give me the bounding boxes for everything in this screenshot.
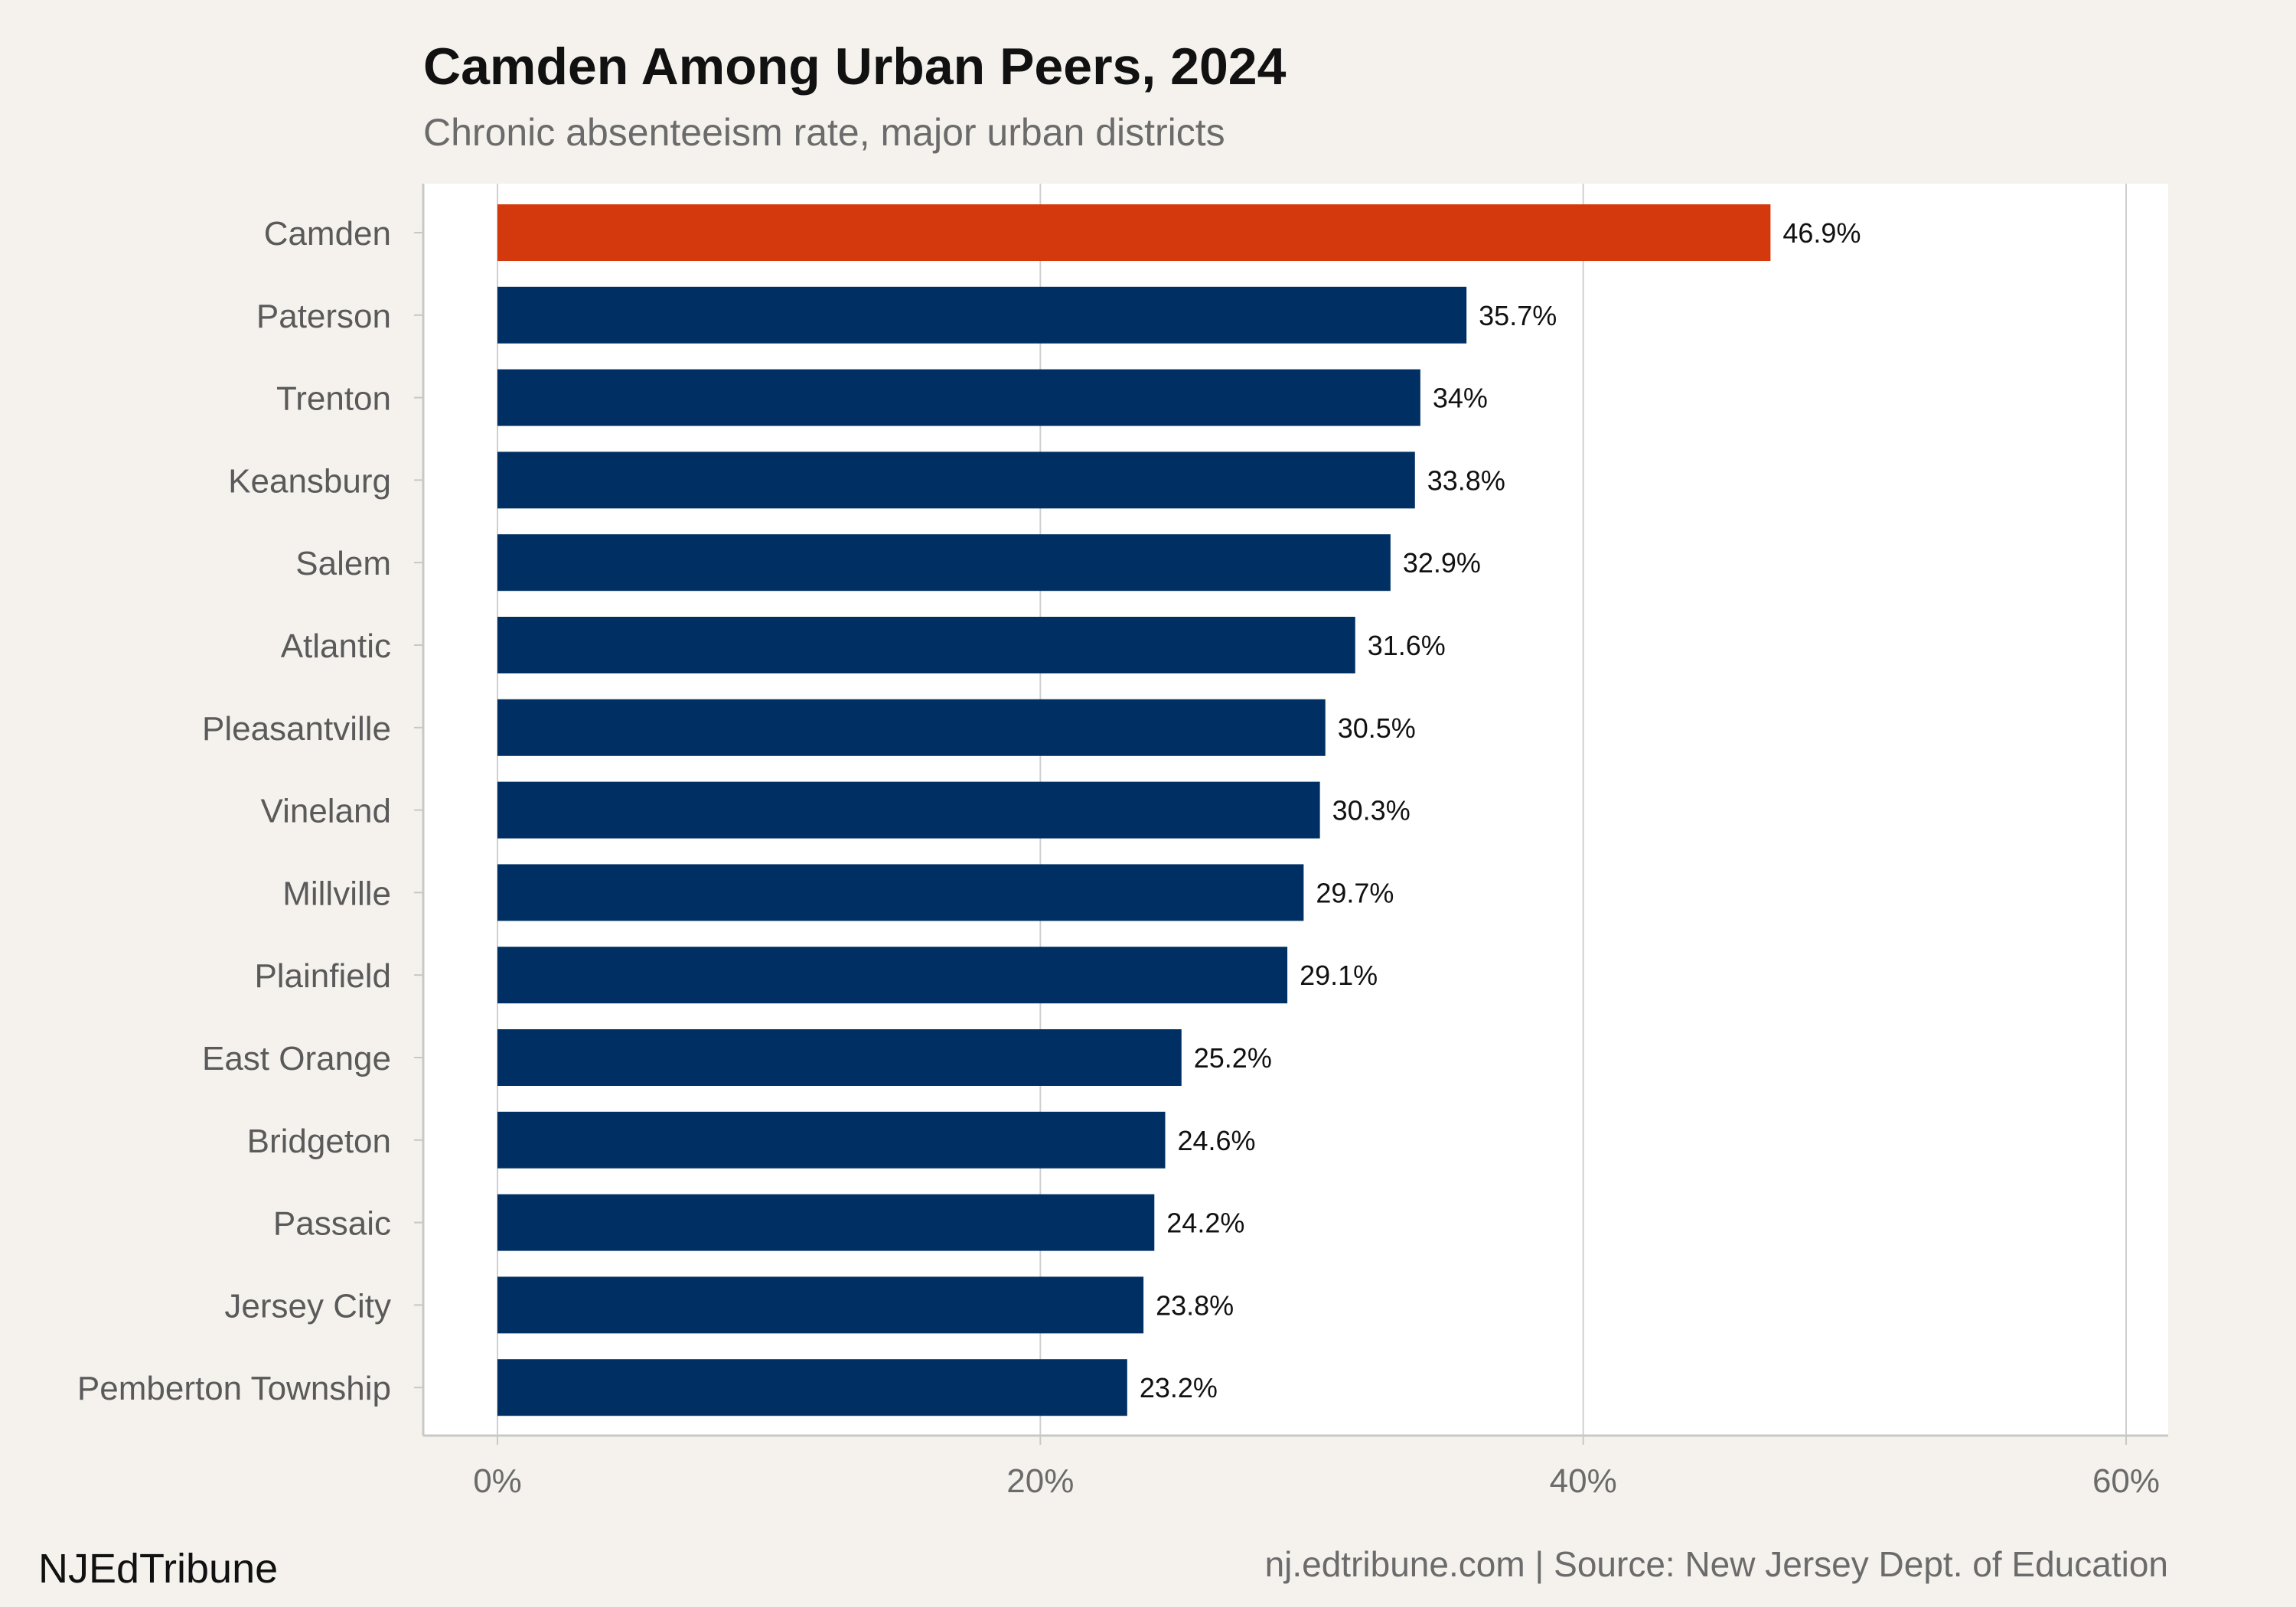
category-label: Keansburg (228, 462, 391, 500)
bar (497, 1276, 1144, 1334)
x-tick-label: 0% (473, 1462, 522, 1500)
bar-value-label: 29.1% (1300, 960, 1378, 991)
bar (497, 534, 1391, 592)
bar-value-label: 23.2% (1140, 1372, 1218, 1403)
bar-value-label: 25.2% (1194, 1042, 1272, 1074)
bar (497, 1359, 1127, 1416)
category-label: Passaic (273, 1205, 391, 1243)
category-label: Millville (282, 875, 391, 912)
bar (497, 864, 1304, 921)
chart-subtitle: Chronic absenteeism rate, major urban di… (423, 111, 1225, 154)
bar (497, 1029, 1182, 1086)
bars: 46.9% 35.7% 34% 33.8% 32.9% 31.6% 30.5% 30.3% 29… (497, 204, 1861, 1416)
category-label: Trenton (276, 380, 391, 418)
bar (497, 699, 1326, 756)
category-label: Salem (295, 545, 391, 582)
x-tick-label: 20% (1006, 1462, 1074, 1500)
bar (497, 947, 1288, 1004)
category-label: Camden (264, 215, 391, 253)
category-label: Paterson (256, 298, 391, 335)
bar-value-label: 29.7% (1316, 877, 1394, 908)
bar-value-label: 24.6% (1177, 1125, 1255, 1156)
bar-value-label: 46.9% (1782, 217, 1861, 249)
bar (497, 451, 1415, 509)
category-label: Vineland (261, 793, 391, 830)
bar-value-label: 23.8% (1156, 1289, 1234, 1321)
bar (497, 1111, 1166, 1169)
bar-value-label: 30.5% (1338, 712, 1416, 744)
x-tick-label: 60% (2092, 1462, 2160, 1500)
bar-value-label: 33.8% (1427, 464, 1505, 496)
category-labels: Camden Paterson Trenton Keansburg Salem Atlan… (77, 215, 423, 1407)
bar (497, 286, 1467, 344)
chart-title: Camden Among Urban Peers, 2024 (423, 37, 1287, 96)
source-note: nj.edtribune.com | Source: New Jersey De… (1265, 1544, 2168, 1584)
bar-value-label: 24.2% (1166, 1208, 1244, 1239)
x-tick-labels: 0% 20% 40% 60% (473, 1436, 2160, 1500)
bar-value-label: 34% (1433, 383, 1488, 414)
x-tick-label: 40% (1550, 1462, 1617, 1500)
bar-value-label: 30.3% (1332, 795, 1411, 826)
bar (497, 204, 1771, 261)
bar (497, 781, 1320, 839)
category-label: Pemberton Township (77, 1370, 391, 1407)
brand-name: NJEdTribune (38, 1546, 278, 1592)
category-label: Atlantic (281, 627, 391, 665)
category-label: Jersey City (224, 1287, 391, 1325)
category-label: Pleasantville (202, 710, 391, 748)
bar-value-label: 35.7% (1479, 300, 1557, 331)
bar-value-label: 31.6% (1368, 630, 1446, 661)
bar-value-label: 32.9% (1403, 547, 1481, 579)
category-label: Plainfield (254, 957, 391, 995)
bar (497, 1194, 1155, 1251)
bar (497, 617, 1355, 673)
bar (497, 369, 1420, 426)
category-label: Bridgeton (247, 1123, 391, 1160)
category-label: East Orange (202, 1040, 391, 1077)
